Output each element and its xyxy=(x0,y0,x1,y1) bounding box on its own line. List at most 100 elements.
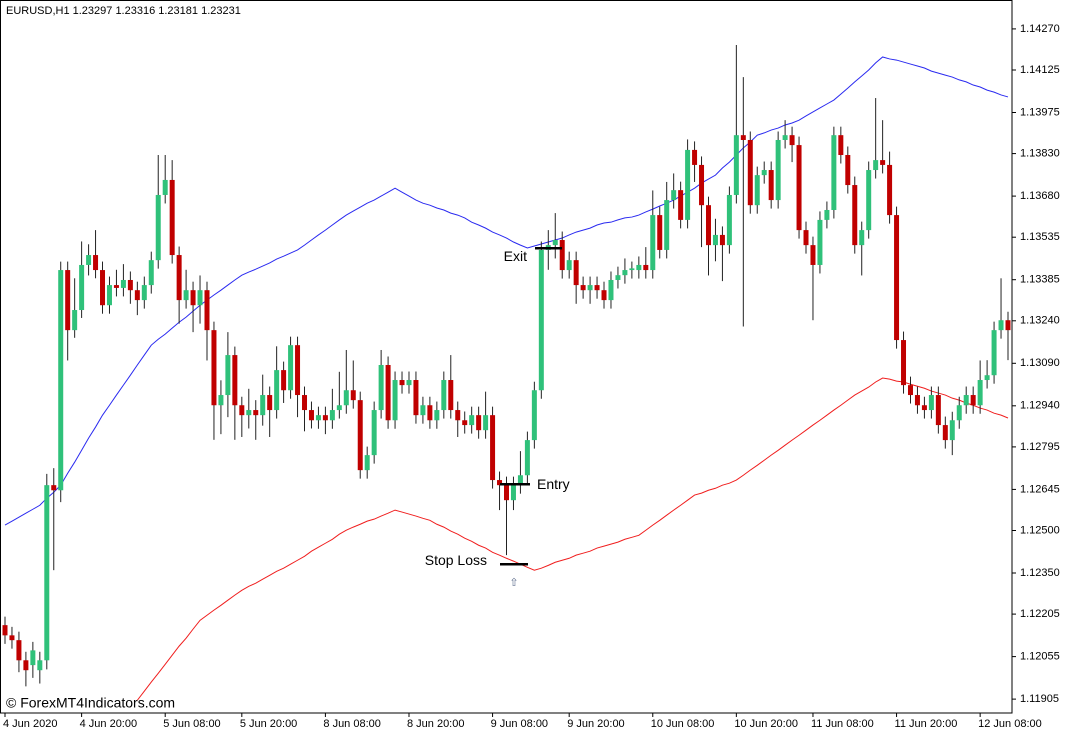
candle-body xyxy=(16,640,22,661)
candle-body xyxy=(357,400,363,471)
candle-body xyxy=(956,405,962,421)
y-tick-label: 1.13680 xyxy=(1020,190,1060,202)
candle-body xyxy=(72,310,78,331)
x-tick-label: 10 Jun 20:00 xyxy=(734,718,798,730)
candle-body xyxy=(622,270,628,276)
candle-body xyxy=(608,279,614,301)
candle-body xyxy=(650,215,656,271)
candle-body xyxy=(664,200,670,250)
candle-body xyxy=(225,355,231,396)
x-tick-label: 10 Jun 08:00 xyxy=(651,718,715,730)
x-tick-label: 11 Jun 08:00 xyxy=(811,718,874,730)
candle-body xyxy=(350,390,356,401)
candle-body xyxy=(246,410,252,416)
candle-body xyxy=(803,230,809,246)
x-tick-label: 4 Jun 2020 xyxy=(3,718,57,730)
candle-body xyxy=(573,260,579,286)
candle-body xyxy=(169,179,175,256)
candle-body xyxy=(448,380,454,411)
candle-body xyxy=(120,279,126,288)
candle-body xyxy=(782,135,788,140)
candle-body xyxy=(817,219,823,265)
candle-body xyxy=(636,264,642,271)
candle-body xyxy=(901,340,907,386)
candle-body xyxy=(65,270,71,331)
y-tick-label: 1.12645 xyxy=(1020,483,1060,495)
candle-body xyxy=(733,135,739,195)
candle-body xyxy=(190,290,196,306)
candle-body xyxy=(552,240,558,246)
band-line xyxy=(136,377,1009,701)
candle-body xyxy=(559,240,565,271)
candle-body xyxy=(239,405,245,416)
candle-body xyxy=(928,395,934,411)
candle-body xyxy=(134,290,140,301)
candle-body xyxy=(58,270,64,491)
candle-body xyxy=(413,380,419,416)
candle-body xyxy=(538,249,544,391)
x-tick-label: 5 Jun 08:00 xyxy=(163,718,221,730)
x-tick-label: 9 Jun 08:00 xyxy=(491,718,549,730)
candle-body xyxy=(685,149,691,220)
candle-body xyxy=(434,410,440,421)
y-tick-label: 1.13385 xyxy=(1020,274,1060,286)
candle-body xyxy=(113,285,119,288)
candle-body xyxy=(880,160,886,165)
y-tick-label: 1.13535 xyxy=(1020,231,1060,243)
candle-body xyxy=(510,485,516,501)
candle-body xyxy=(9,635,15,641)
candle-body xyxy=(79,264,85,311)
candle-body xyxy=(86,255,92,265)
candle-body xyxy=(141,285,147,301)
candle-body xyxy=(768,170,774,201)
candle-body xyxy=(378,365,384,411)
candle-body xyxy=(302,395,308,411)
candle-body xyxy=(580,285,586,291)
candle-body xyxy=(921,405,927,411)
candle-body xyxy=(991,330,997,376)
candle-body xyxy=(775,139,781,201)
candle-body xyxy=(30,650,36,666)
candle-body xyxy=(204,290,210,331)
candle-body xyxy=(678,190,684,220)
x-tick-label: 12 Jun 08:00 xyxy=(978,718,1042,730)
candle-body xyxy=(127,279,133,291)
candle-body xyxy=(329,410,335,421)
candle-body xyxy=(894,215,900,341)
candle-body xyxy=(866,170,872,231)
candle-body xyxy=(441,380,447,411)
candle-body xyxy=(232,355,238,406)
candle-body xyxy=(148,260,154,286)
candle-body xyxy=(671,190,677,201)
candle-body xyxy=(483,415,489,431)
plot-area xyxy=(2,45,1011,701)
candle-body xyxy=(183,290,189,301)
candle-body xyxy=(747,139,753,206)
candle-body xyxy=(322,415,328,421)
candle-body xyxy=(705,205,711,246)
candle-body xyxy=(288,345,294,391)
candle-body xyxy=(524,440,530,476)
annotation-label: Exit xyxy=(504,248,527,264)
candle-body xyxy=(385,365,391,421)
y-tick-label: 1.12205 xyxy=(1020,608,1060,620)
candle-body xyxy=(308,410,314,421)
candle-body xyxy=(726,194,732,246)
candle-body xyxy=(719,234,725,246)
y-tick-label: 1.13975 xyxy=(1020,106,1060,118)
candle-body xyxy=(211,330,217,406)
chart-title: EURUSD,H1 1.23297 1.23316 1.23181 1.2323… xyxy=(6,5,241,17)
candle-body xyxy=(942,425,948,441)
candle-body xyxy=(615,275,621,280)
band-line xyxy=(4,56,1009,526)
candle-body xyxy=(281,370,287,391)
candle-body xyxy=(295,345,301,396)
x-tick-label: 5 Jun 20:00 xyxy=(240,718,298,730)
candle-body xyxy=(218,395,224,406)
candle-body xyxy=(274,370,280,411)
candle-body xyxy=(935,395,941,426)
y-tick-label: 1.12350 xyxy=(1020,567,1060,579)
candle-body xyxy=(873,160,879,171)
candle-body xyxy=(399,380,405,386)
